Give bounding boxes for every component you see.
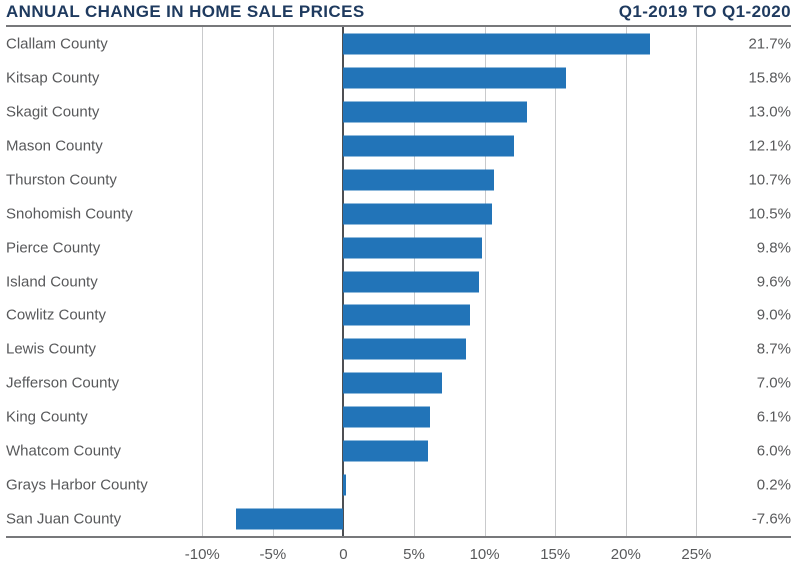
category-label: Kitsap County <box>6 69 100 87</box>
value-label: 6.1% <box>756 408 791 426</box>
chart-row: Kitsap County 15.8% <box>6 61 791 95</box>
value-label: 12.1% <box>748 137 791 155</box>
bar <box>236 508 344 530</box>
value-label: 8.7% <box>756 340 791 358</box>
x-tick-label: -5% <box>259 546 287 563</box>
value-label: 9.8% <box>756 239 791 257</box>
chart-row: Island County 9.6% <box>6 265 791 299</box>
bar <box>343 372 443 394</box>
category-label: Clallam County <box>6 35 108 53</box>
gridline <box>696 27 698 536</box>
chart-row: Skagit County 13.0% <box>6 95 791 129</box>
chart-row: Mason County 12.1% <box>6 129 791 163</box>
chart-row: Jefferson County 7.0% <box>6 366 791 400</box>
gridline <box>272 27 274 536</box>
value-label: 9.6% <box>756 273 791 291</box>
x-tick-label: 15% <box>540 546 571 563</box>
bar <box>343 135 515 157</box>
gridline <box>484 27 486 536</box>
chart-row: Lewis County 8.7% <box>6 332 791 366</box>
chart-title: ANNUAL CHANGE IN HOME SALE PRICES <box>6 2 365 21</box>
chart-row: San Juan County -7.6% <box>6 502 791 536</box>
plot-area: Clallam County 21.7% Kitsap County 15.8% Ska… <box>6 25 791 538</box>
x-tick-label: 10% <box>469 546 500 563</box>
value-label: 0.2% <box>756 476 791 494</box>
category-label: Thurston County <box>6 171 117 189</box>
chart-row: Thurston County 10.7% <box>6 163 791 197</box>
chart-row: Pierce County 9.8% <box>6 231 791 265</box>
category-label: Skagit County <box>6 103 100 121</box>
category-label: Island County <box>6 273 98 291</box>
bar-rows: Clallam County 21.7% Kitsap County 15.8% Ska… <box>6 27 791 536</box>
bar <box>343 169 495 191</box>
bar <box>343 338 467 360</box>
chart-row: Cowlitz County 9.0% <box>6 299 791 333</box>
value-label: 15.8% <box>748 69 791 87</box>
value-label: 21.7% <box>748 35 791 53</box>
value-label: 6.0% <box>756 442 791 460</box>
x-tick-label: 0 <box>339 546 348 563</box>
x-tick-label: 25% <box>681 546 712 563</box>
bar <box>343 474 347 496</box>
value-label: 7.0% <box>756 374 791 392</box>
chart-row: Clallam County 21.7% <box>6 27 791 61</box>
chart-header: ANNUAL CHANGE IN HOME SALE PRICES Q1-201… <box>6 2 791 22</box>
category-label: Whatcom County <box>6 442 122 460</box>
bar <box>343 203 492 225</box>
value-label: 10.5% <box>748 205 791 223</box>
category-label: Pierce County <box>6 239 101 257</box>
gridline <box>625 27 627 536</box>
value-label: -7.6% <box>751 510 791 528</box>
category-label: Cowlitz County <box>6 306 107 324</box>
chart-row: Grays Harbor County 0.2% <box>6 468 791 502</box>
gridline <box>555 27 557 536</box>
x-axis: -10% -5% 0 5% 10% 15% 20% 25% <box>6 546 791 568</box>
bar <box>343 101 527 123</box>
category-label: Mason County <box>6 137 103 155</box>
bar <box>343 271 479 293</box>
bar <box>343 237 482 259</box>
bar <box>343 304 471 326</box>
category-label: Grays Harbor County <box>6 476 148 494</box>
value-label: 9.0% <box>756 306 791 324</box>
bar <box>343 67 567 89</box>
bar <box>343 33 650 55</box>
chart-row: Whatcom County 6.0% <box>6 434 791 468</box>
value-label: 13.0% <box>748 103 791 121</box>
bar <box>343 440 429 462</box>
gridline <box>202 27 204 536</box>
x-tick-label: 5% <box>403 546 425 563</box>
chart-row: Snohomish County 10.5% <box>6 197 791 231</box>
chart-subtitle: Q1-2019 TO Q1-2020 <box>618 2 791 21</box>
category-label: Lewis County <box>6 340 97 358</box>
value-label: 10.7% <box>748 171 791 189</box>
category-label: San Juan County <box>6 510 122 528</box>
x-tick-label: 20% <box>610 546 641 563</box>
category-label: King County <box>6 408 88 426</box>
category-label: Snohomish County <box>6 205 133 223</box>
bar <box>343 406 430 428</box>
chart-row: King County 6.1% <box>6 400 791 434</box>
x-tick-label: -10% <box>184 546 220 563</box>
category-label: Jefferson County <box>6 374 120 392</box>
